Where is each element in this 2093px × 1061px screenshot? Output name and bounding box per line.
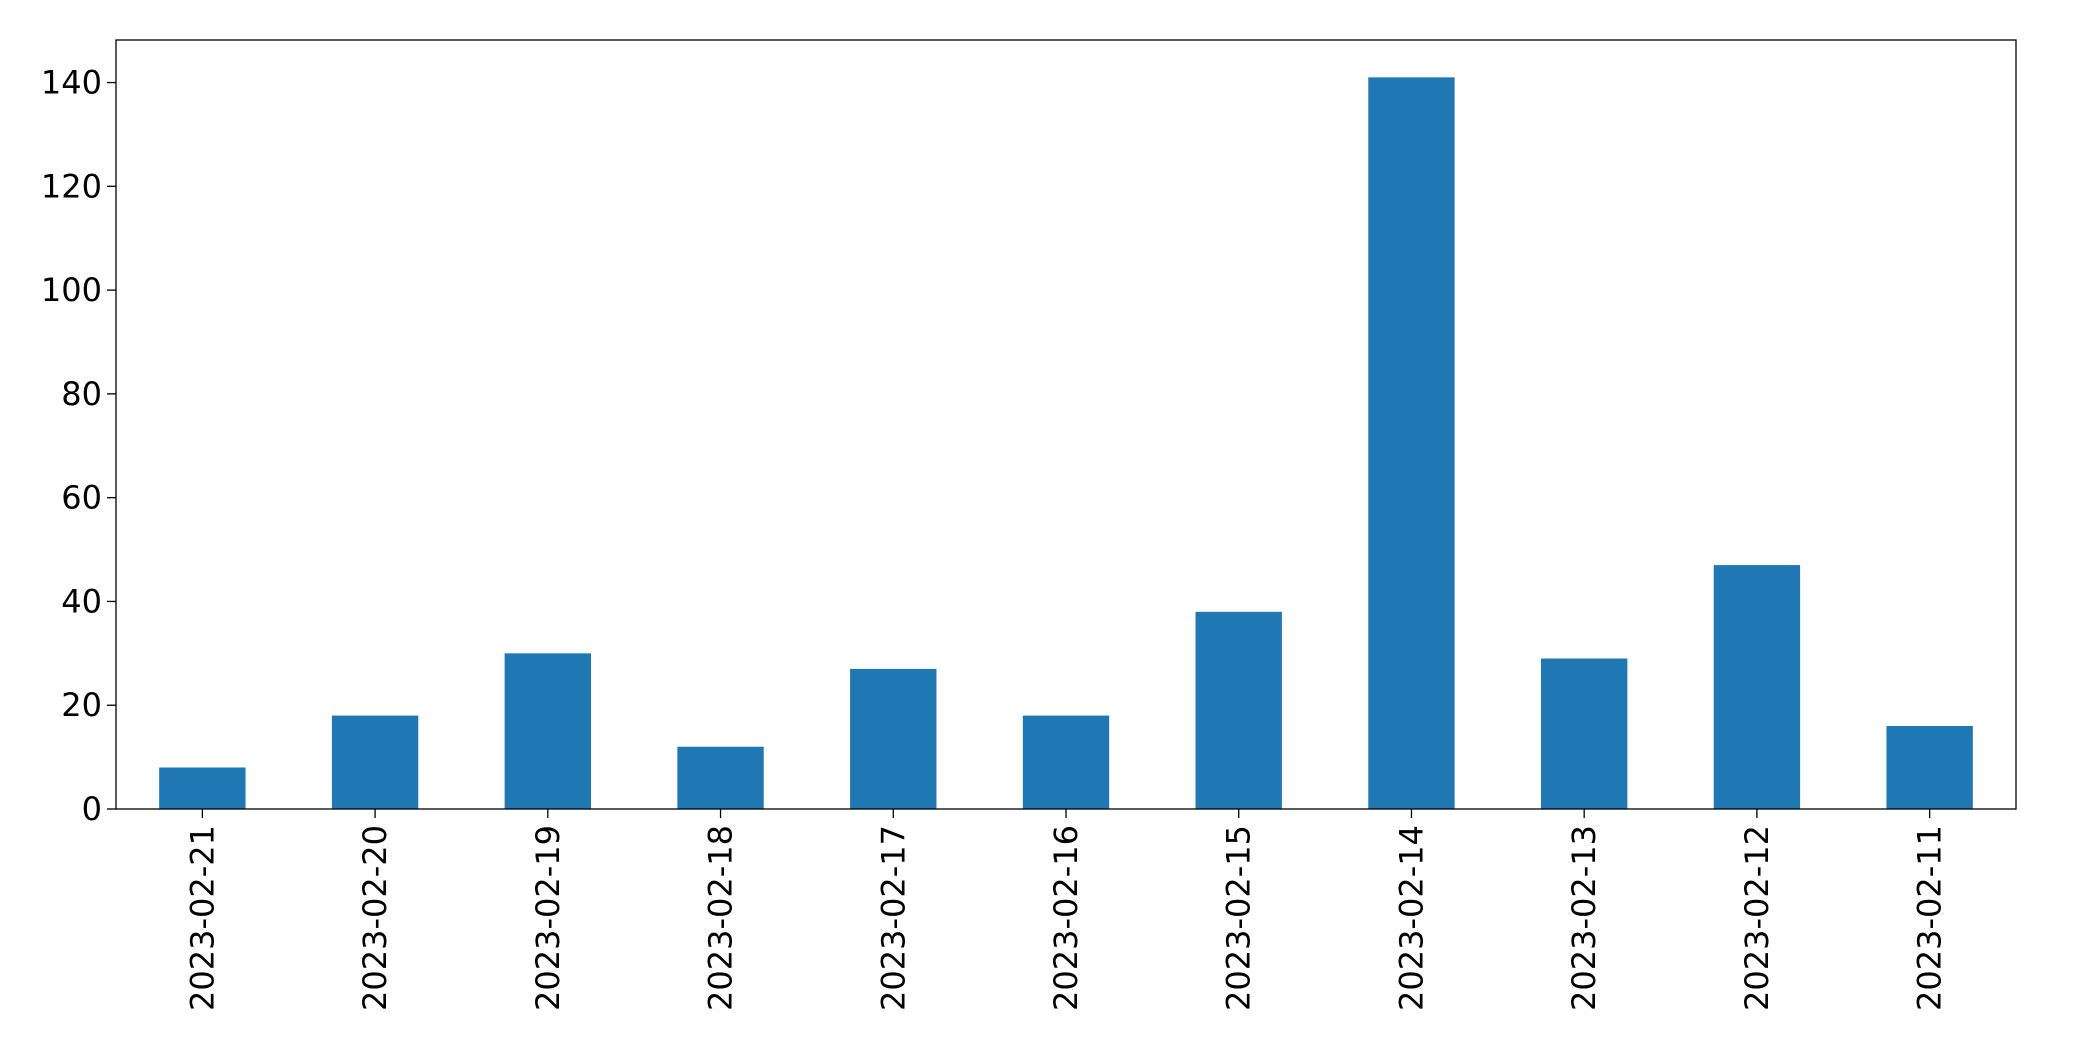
bar: [1368, 77, 1455, 809]
bar: [1713, 565, 1801, 809]
x-tick-label: 2023-02-13: [1565, 825, 1603, 1011]
axes-frame: [115, 39, 2017, 810]
x-tick-label: 2023-02-19: [529, 825, 567, 1011]
bar: [331, 715, 419, 809]
x-tick-label: 2023-02-15: [1220, 825, 1258, 1011]
y-tick-label: 80: [61, 375, 102, 413]
y-tick-label: 20: [61, 686, 102, 724]
x-tick-label: 2023-02-18: [702, 825, 740, 1011]
bar: [504, 653, 591, 809]
bar: [1195, 611, 1282, 809]
y-tick-label: 140: [41, 64, 102, 102]
bar: [850, 668, 937, 809]
bar: [677, 746, 764, 809]
x-tick-label: 2023-02-16: [1047, 825, 1085, 1011]
y-tick-label: 0: [82, 790, 102, 828]
bar: [1886, 725, 1973, 809]
x-tick-label: 2023-02-20: [356, 825, 394, 1011]
x-tick-label: 2023-02-11: [1911, 825, 1949, 1011]
x-tick-label: 2023-02-14: [1392, 825, 1430, 1011]
x-tick-label: 2023-02-12: [1738, 825, 1776, 1011]
x-tick-label: 2023-02-21: [183, 825, 221, 1011]
y-tick-label: 60: [61, 479, 102, 517]
x-tick-label: 2023-02-17: [874, 825, 912, 1011]
y-tick-label: 100: [41, 271, 102, 309]
bar: [159, 767, 246, 809]
y-tick-label: 120: [41, 167, 102, 205]
y-tick-label: 40: [61, 582, 102, 620]
bar: [1022, 715, 1110, 809]
bar: [1541, 658, 1628, 809]
